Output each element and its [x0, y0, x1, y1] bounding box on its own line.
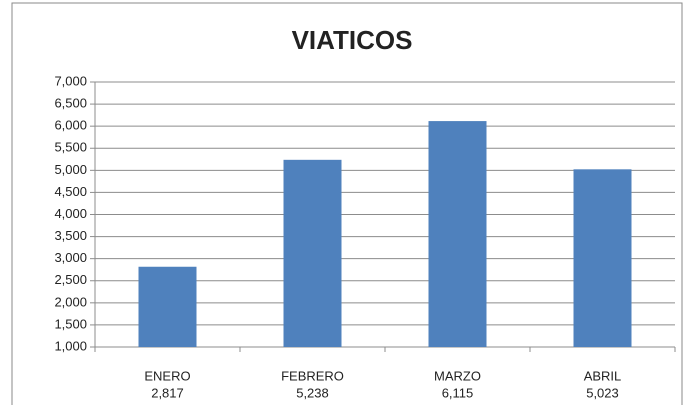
- y-tick-label: 7,000: [54, 73, 87, 88]
- y-tick-label: 2,500: [54, 272, 87, 287]
- y-tick-label: 1,500: [54, 316, 87, 331]
- y-tick-label: 6,000: [54, 118, 87, 133]
- bar: [138, 266, 197, 347]
- y-tick-label: 5,000: [54, 162, 87, 177]
- value-label: 5,238: [296, 385, 329, 400]
- value-label: 2,817: [151, 385, 184, 400]
- x-tick-label: ENERO: [144, 368, 190, 383]
- y-tick-label: 4,500: [54, 184, 87, 199]
- bar: [428, 121, 487, 348]
- y-tick-label: 5,500: [54, 140, 87, 155]
- y-tick-label: 6,500: [54, 96, 87, 111]
- y-tick-label: 2,000: [54, 294, 87, 309]
- y-tick-label: 3,500: [54, 228, 87, 243]
- x-tick-label: MARZO: [434, 368, 481, 383]
- chart-title: VIATICOS: [292, 25, 413, 55]
- y-tick-label: 1,000: [54, 338, 87, 353]
- x-tick-label: ABRIL: [584, 368, 622, 383]
- bar: [573, 169, 632, 347]
- y-tick-label: 3,000: [54, 250, 87, 265]
- bar: [283, 159, 342, 347]
- x-tick-label: FEBRERO: [281, 368, 344, 383]
- value-label: 5,023: [586, 385, 619, 400]
- value-label: 6,115: [442, 385, 474, 400]
- y-tick-label: 4,000: [54, 206, 87, 221]
- chart-frame: [11, 2, 683, 405]
